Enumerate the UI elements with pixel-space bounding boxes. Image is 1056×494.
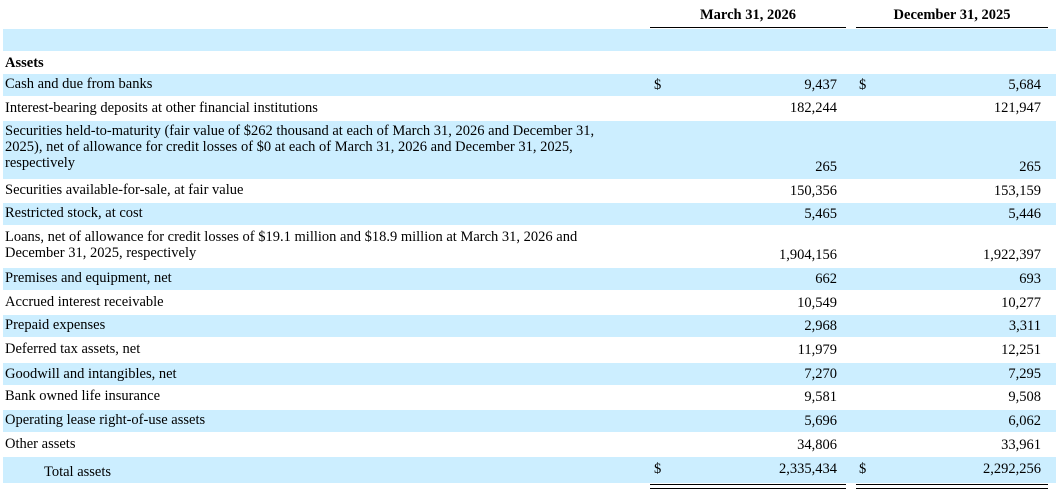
table-row: Deferred tax assets, net 11,979 12,251	[0, 338, 1056, 362]
value-december-2025: 2,292,256	[983, 461, 1041, 477]
row-label: Other assets	[5, 436, 76, 452]
row-label: Securities available-for-sale, at fair v…	[5, 182, 244, 198]
table-row: Securities held-to-maturity (fair value …	[0, 121, 1056, 179]
value-march-2026: 5,465	[804, 206, 837, 222]
header-rule-col2	[856, 27, 1048, 28]
value-december-2025: 265	[1019, 159, 1041, 175]
row-label: Operating lease right-of-use assets	[5, 412, 206, 428]
row-label: Loans, net of allowance for credit losse…	[5, 229, 578, 261]
table-row: Accrued interest receivable 10,549 10,277	[0, 292, 1056, 314]
row-label: Interest-bearing deposits at other finan…	[5, 100, 318, 116]
table-row: Restricted stock, at cost 5,465 5,446	[0, 203, 1056, 225]
currency-symbol-col1: $	[654, 461, 662, 477]
value-december-2025: 153,159	[993, 183, 1041, 199]
value-march-2026: 11,979	[797, 342, 837, 358]
value-march-2026: 265	[815, 159, 837, 175]
value-march-2026: 10,549	[797, 295, 837, 311]
table-row: Operating lease right-of-use assets 5,696…	[0, 410, 1056, 432]
value-march-2026: 2,335,434	[779, 461, 837, 477]
value-march-2026: 2,968	[804, 318, 837, 334]
header-band	[0, 29, 1056, 51]
header-rule-col1	[650, 27, 846, 28]
currency-symbol-col2: $	[859, 461, 867, 477]
table-row: Cash and due from banks $9,437 $5,684	[0, 74, 1056, 96]
table-row: Prepaid expenses 2,968 3,311	[0, 315, 1056, 337]
value-march-2026: 150,356	[789, 183, 837, 199]
value-march-2026: 1,904,156	[779, 247, 837, 263]
row-label: Securities held-to-maturity (fair value …	[5, 123, 595, 171]
value-december-2025: 7,295	[1008, 366, 1041, 382]
total-double-rule-col2	[856, 484, 1048, 489]
table-row: Interest-bearing deposits at other finan…	[0, 97, 1056, 119]
currency-symbol-col2: $	[859, 77, 867, 93]
row-label: Bank owned life insurance	[5, 388, 161, 404]
row-label: Cash and due from banks	[5, 76, 153, 92]
value-december-2025: 6,062	[1008, 413, 1041, 429]
value-march-2026: 182,244	[789, 100, 837, 116]
value-december-2025: 9,508	[1008, 389, 1041, 405]
section-row-assets: Assets	[0, 53, 1056, 73]
column-header-december-2025: December 31, 2025	[893, 7, 1011, 23]
total-label: Total assets	[44, 464, 112, 480]
table-row: Loans, net of allowance for credit losse…	[0, 227, 1056, 267]
row-label: Restricted stock, at cost	[5, 205, 143, 221]
value-december-2025: 5,446	[1008, 206, 1041, 222]
table-row: Other assets 34,806 33,961	[0, 434, 1056, 456]
row-label: Deferred tax assets, net	[5, 341, 141, 357]
value-march-2026: 5,696	[804, 413, 837, 429]
value-december-2025: 10,277	[1001, 295, 1041, 311]
value-december-2025: 3,311	[1008, 318, 1041, 334]
table-row: Goodwill and intangibles, net 7,270 7,295	[0, 363, 1056, 385]
value-march-2026: 9,581	[804, 389, 837, 405]
table-row: Premises and equipment, net 662 693	[0, 268, 1056, 290]
value-december-2025: 121,947	[993, 100, 1041, 116]
section-title: Assets	[5, 55, 44, 71]
row-label: Premises and equipment, net	[5, 270, 172, 286]
value-march-2026: 9,437	[804, 77, 837, 93]
table-row: Securities available-for-sale, at fair v…	[0, 180, 1056, 202]
value-december-2025: 12,251	[1001, 342, 1041, 358]
total-double-rule-col1	[650, 484, 846, 489]
value-march-2026: 662	[815, 271, 837, 287]
table-row: Bank owned life insurance 9,581 9,508	[0, 386, 1056, 408]
value-march-2026: 7,270	[804, 366, 837, 382]
value-december-2025: 693	[1019, 271, 1041, 287]
value-march-2026: 34,806	[797, 437, 837, 453]
row-label: Prepaid expenses	[5, 317, 106, 333]
currency-symbol-col1: $	[654, 77, 662, 93]
total-row: Total assets $2,335,434 $2,292,256	[0, 457, 1056, 483]
row-label: Accrued interest receivable	[5, 294, 164, 310]
value-december-2025: 33,961	[1001, 437, 1041, 453]
value-december-2025: 5,684	[1008, 77, 1041, 93]
row-label: Goodwill and intangibles, net	[5, 366, 177, 382]
value-december-2025: 1,922,397	[983, 247, 1041, 263]
column-header-march-2026: March 31, 2026	[700, 7, 796, 23]
